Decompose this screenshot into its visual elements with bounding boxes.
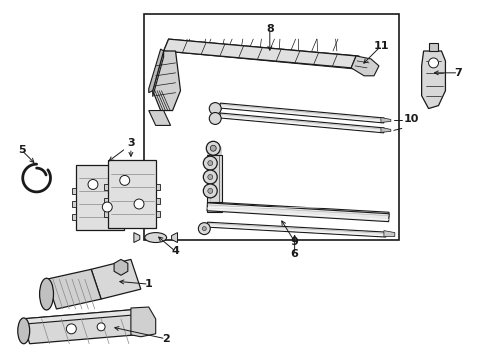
Circle shape bbox=[209, 103, 221, 114]
Polygon shape bbox=[73, 188, 76, 194]
Polygon shape bbox=[108, 160, 156, 228]
Polygon shape bbox=[73, 201, 76, 207]
Circle shape bbox=[203, 156, 217, 170]
Polygon shape bbox=[149, 49, 164, 93]
Polygon shape bbox=[429, 43, 439, 51]
Polygon shape bbox=[104, 211, 108, 217]
Circle shape bbox=[208, 175, 213, 180]
Polygon shape bbox=[381, 127, 391, 132]
Polygon shape bbox=[421, 51, 445, 109]
Polygon shape bbox=[73, 214, 76, 220]
Polygon shape bbox=[153, 51, 164, 96]
Polygon shape bbox=[153, 51, 180, 111]
Text: 6: 6 bbox=[291, 249, 298, 260]
Polygon shape bbox=[131, 307, 156, 337]
Circle shape bbox=[198, 223, 210, 235]
Bar bbox=[144, 14, 399, 239]
Text: 5: 5 bbox=[18, 145, 25, 155]
Polygon shape bbox=[104, 184, 108, 190]
Polygon shape bbox=[212, 200, 218, 205]
Polygon shape bbox=[220, 113, 384, 133]
Polygon shape bbox=[351, 56, 379, 76]
Text: 9: 9 bbox=[291, 237, 298, 247]
Circle shape bbox=[209, 113, 221, 125]
Text: 1: 1 bbox=[145, 279, 152, 289]
Text: 8: 8 bbox=[266, 24, 274, 34]
Polygon shape bbox=[207, 222, 386, 237]
Polygon shape bbox=[124, 201, 128, 207]
Text: 3: 3 bbox=[127, 138, 135, 148]
Circle shape bbox=[203, 184, 217, 198]
Text: 2: 2 bbox=[162, 334, 170, 344]
Text: 7: 7 bbox=[454, 68, 462, 78]
Circle shape bbox=[134, 199, 144, 209]
Polygon shape bbox=[156, 211, 160, 217]
Circle shape bbox=[202, 227, 206, 231]
Polygon shape bbox=[207, 155, 222, 205]
Polygon shape bbox=[76, 165, 124, 230]
Text: 4: 4 bbox=[172, 247, 179, 256]
Polygon shape bbox=[207, 202, 222, 212]
Polygon shape bbox=[156, 198, 160, 204]
Polygon shape bbox=[22, 309, 146, 324]
Circle shape bbox=[208, 161, 213, 166]
Polygon shape bbox=[91, 260, 141, 299]
Circle shape bbox=[429, 58, 439, 68]
Polygon shape bbox=[384, 231, 395, 237]
Polygon shape bbox=[164, 39, 356, 68]
Polygon shape bbox=[381, 117, 391, 122]
Text: 11: 11 bbox=[373, 41, 389, 51]
Circle shape bbox=[206, 141, 220, 155]
Polygon shape bbox=[207, 150, 218, 200]
Polygon shape bbox=[104, 198, 108, 204]
Polygon shape bbox=[215, 202, 389, 217]
Circle shape bbox=[210, 145, 216, 151]
Polygon shape bbox=[22, 309, 149, 344]
Circle shape bbox=[41, 288, 52, 300]
Ellipse shape bbox=[40, 278, 53, 310]
Polygon shape bbox=[47, 269, 101, 309]
Polygon shape bbox=[164, 39, 359, 69]
Polygon shape bbox=[220, 103, 384, 123]
Ellipse shape bbox=[18, 318, 30, 344]
Polygon shape bbox=[172, 233, 177, 243]
Circle shape bbox=[120, 175, 130, 185]
Circle shape bbox=[203, 170, 217, 184]
Polygon shape bbox=[156, 184, 160, 190]
Polygon shape bbox=[134, 233, 140, 243]
Text: 10: 10 bbox=[404, 114, 419, 125]
Polygon shape bbox=[149, 111, 171, 125]
Polygon shape bbox=[124, 188, 128, 194]
Ellipse shape bbox=[145, 233, 167, 243]
Circle shape bbox=[19, 326, 29, 336]
Circle shape bbox=[88, 180, 98, 189]
Circle shape bbox=[102, 202, 112, 212]
Circle shape bbox=[97, 323, 105, 331]
Polygon shape bbox=[124, 214, 128, 220]
Circle shape bbox=[208, 188, 213, 193]
Circle shape bbox=[66, 324, 76, 334]
Polygon shape bbox=[207, 203, 389, 222]
